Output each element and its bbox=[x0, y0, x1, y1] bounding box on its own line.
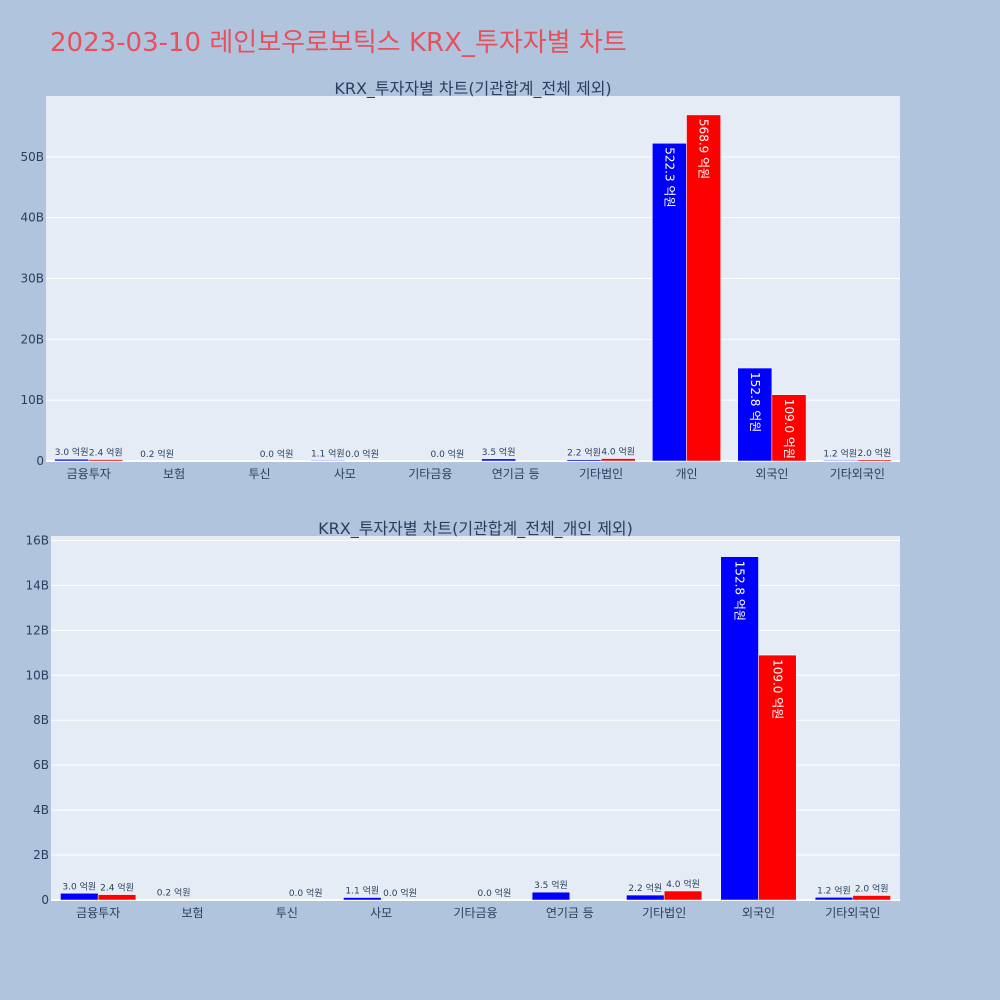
x-tick-label: 사모 bbox=[370, 906, 392, 920]
bar-value-label: 0.0 억원 bbox=[345, 448, 379, 460]
bar-value-label: 0.0 억원 bbox=[431, 448, 465, 460]
x-tick-label: 보험 bbox=[181, 906, 203, 920]
bar-value-label: 1.1 억원 bbox=[345, 885, 379, 897]
y-tick-label: 14B bbox=[25, 578, 49, 592]
bar-value-label: 568.9 억원 bbox=[697, 119, 711, 179]
y-tick-label: 10B bbox=[25, 668, 49, 682]
bar-value-label: 2.2 억원 bbox=[628, 882, 662, 894]
x-tick-label: 보험 bbox=[163, 467, 185, 481]
bar-buy bbox=[60, 893, 99, 901]
bar-value-label: 2.0 억원 bbox=[855, 883, 889, 895]
y-tick-label: 4B bbox=[33, 803, 49, 817]
bar-value-label: 3.0 억원 bbox=[55, 446, 89, 458]
bar-value-label: 0.0 억원 bbox=[383, 887, 417, 899]
bar-value-label: 1.2 억원 bbox=[823, 447, 857, 459]
bar-value-label: 3.5 억원 bbox=[534, 879, 568, 891]
x-tick-label: 기타외국인 bbox=[830, 467, 885, 481]
x-tick-label: 기타금융 bbox=[408, 467, 452, 481]
x-tick-label: 기타금융 bbox=[453, 906, 497, 920]
bar-value-label: 0.0 억원 bbox=[260, 448, 294, 460]
bar-buy bbox=[814, 897, 854, 901]
x-tick-label: 기타외국인 bbox=[825, 906, 880, 920]
y-tick-label: 0 bbox=[36, 454, 44, 468]
x-tick-label: 금융투자 bbox=[76, 906, 120, 920]
bar-buy bbox=[626, 894, 665, 901]
x-tick-label: 투신 bbox=[276, 906, 298, 920]
x-tick-label: 금융투자 bbox=[67, 467, 111, 481]
bar-buy bbox=[531, 891, 571, 901]
y-tick-label: 30B bbox=[20, 272, 44, 286]
bar-value-label: 152.8 억원 bbox=[748, 372, 762, 432]
chart-investor-total: KRX_투자자별 차트(기관합계_전체 제외) 0 10B 20B 30B 40B 50B 금… bbox=[20, 79, 900, 481]
bar-value-label: 2.4 억원 bbox=[100, 882, 134, 894]
x-tick-label: 기타법인 bbox=[642, 906, 686, 920]
x-tick-label: 연기금 등 bbox=[546, 906, 594, 920]
x-tick-label: 외국인 bbox=[755, 467, 788, 481]
page-title: 2023-03-10 레인보우로보틱스 KRX_투자자별 차트 bbox=[50, 28, 627, 58]
x-tick-label: 개인 bbox=[675, 467, 697, 481]
y-tick-label: 6B bbox=[33, 758, 49, 772]
y-tick-label: 20B bbox=[20, 332, 44, 346]
bar-sell bbox=[771, 394, 807, 462]
bar-value-label: 0.2 억원 bbox=[157, 887, 191, 899]
x-tick-label: 연기금 등 bbox=[492, 467, 540, 481]
bar-buy bbox=[310, 460, 346, 462]
y-tick-label: 0 bbox=[41, 893, 49, 907]
bar-sell bbox=[758, 654, 797, 901]
y-tick-label: 40B bbox=[20, 211, 44, 225]
x-tick-label: 사모 bbox=[334, 467, 356, 481]
bar-sell bbox=[663, 890, 703, 901]
bar-sell bbox=[88, 459, 124, 462]
bar-buy bbox=[737, 367, 773, 462]
bar-sell bbox=[97, 894, 137, 901]
y-tick-label: 8B bbox=[33, 713, 49, 727]
x-tick-label: 기타법인 bbox=[579, 467, 623, 481]
bar-value-label: 152.8 억원 bbox=[733, 561, 747, 621]
bar-value-label: 1.2 억원 bbox=[817, 884, 851, 896]
x-tick-label: 투신 bbox=[248, 467, 270, 481]
bar-buy bbox=[822, 460, 858, 462]
x-tick-label: 외국인 bbox=[742, 906, 775, 920]
y-tick-label: 10B bbox=[20, 393, 44, 407]
bar-buy bbox=[343, 897, 382, 901]
bar-value-label: 0.0 억원 bbox=[477, 887, 511, 899]
bar-buy bbox=[720, 556, 759, 901]
chart-title: KRX_투자자별 차트(기관합계_전체_개인 제외) bbox=[318, 519, 633, 539]
bar-sell bbox=[686, 114, 721, 462]
bar-value-label: 109.0 억원 bbox=[782, 399, 796, 459]
bar-buy bbox=[481, 458, 516, 462]
y-tick-label: 2B bbox=[33, 848, 49, 862]
bar-value-label: 522.3 억원 bbox=[662, 147, 676, 207]
chart-investor-excl-individual: KRX_투자자별 차트(기관합계_전체_개인 제외) 0 2B 4B 6B 8B 10B 12… bbox=[25, 519, 900, 920]
chart-title: KRX_투자자별 차트(기관합계_전체 제외) bbox=[334, 79, 611, 99]
bar-sell bbox=[857, 459, 892, 462]
bar-sell bbox=[852, 895, 891, 901]
bar-value-label: 0.2 억원 bbox=[140, 448, 174, 460]
y-tick-label: 12B bbox=[25, 623, 49, 637]
bar-value-label: 2.0 억원 bbox=[858, 447, 892, 459]
bar-buy bbox=[566, 459, 602, 462]
bar-value-label: 3.5 억원 bbox=[482, 446, 516, 458]
bar-value-label: 4.0 억원 bbox=[601, 446, 635, 458]
bar-value-label: 4.0 억원 bbox=[666, 878, 700, 890]
bar-sell bbox=[600, 458, 636, 462]
bar-value-label: 2.2 억원 bbox=[567, 447, 601, 459]
bar-value-label: 3.0 억원 bbox=[62, 880, 96, 892]
bar-value-label: 109.0 억원 bbox=[770, 659, 784, 719]
bar-value-label: 0.0 억원 bbox=[289, 887, 323, 899]
bar-buy bbox=[54, 458, 89, 462]
bar-value-label: 1.1 억원 bbox=[311, 447, 345, 459]
y-tick-label: 50B bbox=[20, 150, 44, 164]
bar-value-label: 2.4 억원 bbox=[89, 447, 123, 459]
y-tick-label: 16B bbox=[25, 533, 49, 547]
